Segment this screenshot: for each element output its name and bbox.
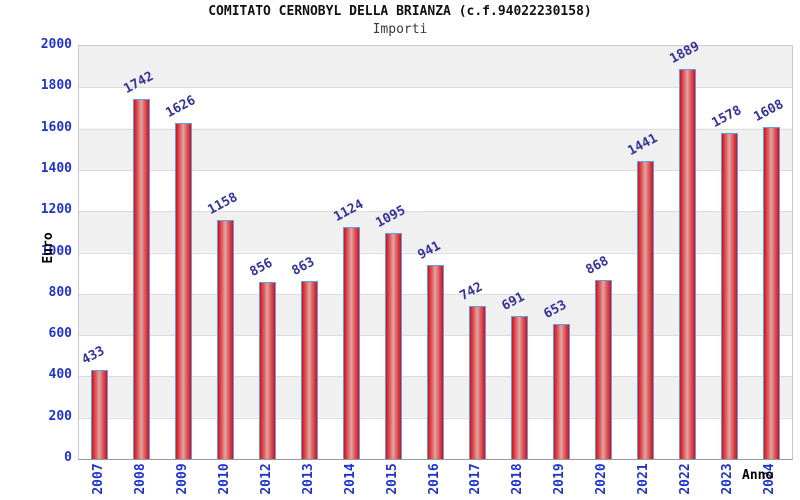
bar-2021 <box>637 161 654 459</box>
y-tick-label: 0 <box>64 450 72 465</box>
x-tick-label: 2019 <box>552 463 568 495</box>
bar-2022 <box>679 69 696 459</box>
bar-2012 <box>259 282 276 459</box>
bar-2009 <box>175 123 192 459</box>
y-tick-label: 600 <box>48 326 72 342</box>
bar-value-label: 653 <box>541 297 570 322</box>
bar-value-label: 941 <box>415 238 444 263</box>
bar-2013 <box>301 281 318 459</box>
gridline <box>79 211 792 213</box>
y-tick-label: 1400 <box>40 160 72 176</box>
y-axis-title: Euro <box>41 232 56 264</box>
gridline <box>79 252 792 254</box>
bar-2020 <box>595 280 612 459</box>
gridline <box>79 169 792 171</box>
y-tick-label: 800 <box>48 284 72 300</box>
x-tick-label: 2020 <box>594 463 610 495</box>
bar-value-label: 1742 <box>121 68 157 97</box>
x-tick-label: 2014 <box>342 463 358 495</box>
bar-value-label: 433 <box>79 343 108 368</box>
bar-value-label: 1608 <box>751 96 787 125</box>
x-tick-label: 2017 <box>468 463 484 495</box>
bar-2007 <box>91 370 108 459</box>
bar-value-label: 1158 <box>205 189 241 218</box>
bar-2014 <box>343 227 360 459</box>
gridline <box>79 87 792 89</box>
x-tick-label: 2021 <box>636 463 652 495</box>
chart-title: COMITATO CERNOBYL DELLA BRIANZA (c.f.940… <box>208 4 592 19</box>
y-tick-label: 400 <box>48 367 72 383</box>
bar-value-label: 742 <box>457 279 486 304</box>
bar-2010 <box>217 220 234 459</box>
y-tick-label: 1600 <box>40 119 72 135</box>
x-tick-label: 2013 <box>300 463 316 495</box>
y-tick-label: 200 <box>48 408 72 424</box>
bar-value-label: 856 <box>247 255 276 280</box>
bar-2023 <box>721 133 738 459</box>
bar-2018 <box>511 316 528 459</box>
x-tick-label: 2007 <box>90 463 106 495</box>
plot-area: 433 1742 1626 1158 856 863 1124 1095 941 742 691 65… <box>78 39 793 460</box>
bar-value-label: 1578 <box>709 102 745 131</box>
y-tick-label: 1800 <box>40 78 72 94</box>
bar-2019 <box>553 324 570 459</box>
bar-value-label: 1095 <box>373 202 409 231</box>
y-tick-label: 1200 <box>40 202 72 218</box>
bar-2017 <box>469 306 486 459</box>
bar-value-label: 1889 <box>667 38 703 67</box>
bar-2008 <box>133 99 150 459</box>
x-tick-label: 2018 <box>510 463 526 495</box>
x-tick-label: 2008 <box>132 463 148 495</box>
bar-2015 <box>385 233 402 459</box>
x-axis-title: Anno <box>742 468 774 483</box>
gridline <box>79 128 792 130</box>
x-tick-label: 2016 <box>426 463 442 495</box>
x-tick-label: 2010 <box>216 463 232 495</box>
bar-2024 <box>763 127 780 459</box>
x-tick-label: 2009 <box>174 463 190 495</box>
bar-value-label: 868 <box>583 253 612 278</box>
x-tick-label: 2023 <box>720 463 736 495</box>
x-tick-label: 2015 <box>384 463 400 495</box>
y-tick-label: 1000 <box>40 243 72 259</box>
bar-value-label: 863 <box>289 254 318 279</box>
bar-2016 <box>427 265 444 459</box>
x-tick-label: 2022 <box>678 463 694 495</box>
bar-value-label: 1626 <box>163 92 199 121</box>
y-tick-label: 2000 <box>40 37 72 52</box>
bar-value-label: 1441 <box>625 130 661 159</box>
x-tick-label: 2012 <box>258 463 274 495</box>
bar-value-label: 1124 <box>331 196 367 225</box>
chart-subtitle: Importi <box>372 22 428 37</box>
